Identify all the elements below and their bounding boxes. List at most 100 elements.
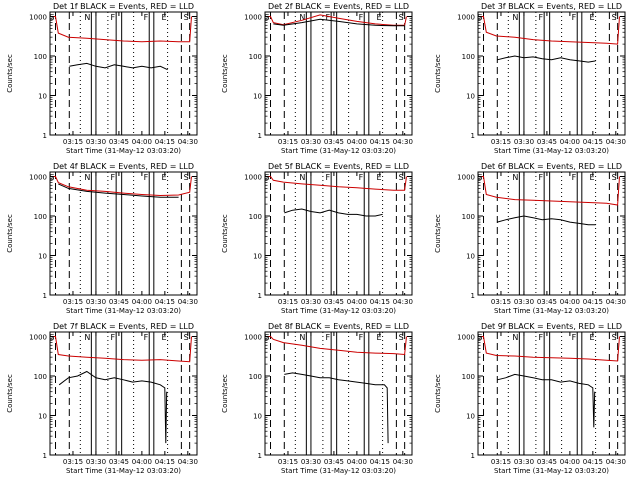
x-tick-label: 04:00 bbox=[560, 138, 580, 146]
y-tick-label: 1000 bbox=[457, 174, 475, 182]
marker-label: F bbox=[359, 173, 364, 182]
x-tick-label: 03:15 bbox=[491, 458, 511, 466]
marker-lines bbox=[270, 172, 406, 295]
y-tick-label: 1 bbox=[258, 132, 262, 140]
marker-label: F bbox=[111, 13, 116, 22]
y-tick-label: 1 bbox=[43, 132, 47, 140]
marker-label: N bbox=[299, 333, 305, 342]
y-tick-label: 1 bbox=[471, 292, 475, 300]
marker-label: F bbox=[144, 173, 149, 182]
y-axis-label: Counts/sec bbox=[6, 214, 14, 253]
series-line-events bbox=[58, 370, 168, 444]
marker-label: N bbox=[84, 173, 90, 182]
x-tick-label: 03:30 bbox=[301, 138, 321, 146]
series-line-lld bbox=[268, 14, 407, 26]
y-tick-label: 1 bbox=[43, 292, 47, 300]
marker-label: F bbox=[326, 13, 331, 22]
series-group bbox=[268, 176, 407, 217]
x-tick-label: 04:00 bbox=[132, 138, 152, 146]
x-tick-label: 04:30 bbox=[606, 138, 626, 146]
x-tick-label: 04:30 bbox=[393, 138, 413, 146]
x-tick-label: 04:30 bbox=[606, 298, 626, 306]
panel-2: Det 2f BLACK = Events, RED = LLD Counts/s… bbox=[221, 2, 413, 155]
y-axis-label: Counts/sec bbox=[6, 374, 14, 413]
marker-label: N bbox=[84, 333, 90, 342]
y-tick-label: 100 bbox=[249, 53, 262, 61]
marker-lines bbox=[483, 332, 619, 455]
series-group bbox=[481, 176, 620, 226]
x-tick-label: 03:45 bbox=[324, 458, 344, 466]
marker-label: S bbox=[184, 173, 189, 182]
panel-title: Det 1f BLACK = Events, RED = LLD bbox=[53, 2, 194, 11]
x-tick-label: 04:15 bbox=[155, 138, 175, 146]
y-axis-label: Counts/sec bbox=[434, 374, 442, 413]
marker-label: S bbox=[477, 173, 482, 182]
panel-title: Det 2f BLACK = Events, RED = LLD bbox=[268, 2, 409, 11]
marker-label: F bbox=[326, 173, 331, 182]
y-axis-label: Counts/sec bbox=[221, 54, 229, 93]
series-line-lld bbox=[481, 176, 620, 206]
x-tick-label: 03:15 bbox=[491, 298, 511, 306]
marker-label: S bbox=[399, 173, 404, 182]
x-tick-label: 04:30 bbox=[606, 458, 626, 466]
y-tick-label: 1000 bbox=[29, 334, 47, 342]
panel-title: Det 5f BLACK = Events, RED = LLD bbox=[268, 162, 409, 171]
series-group bbox=[481, 336, 620, 428]
x-axis-label: Start Time (31-May-12 03:03:20) bbox=[494, 467, 609, 475]
series-line-lld bbox=[268, 336, 407, 356]
marker-label: N bbox=[512, 333, 518, 342]
x-tick-label: 04:00 bbox=[560, 458, 580, 466]
y-tick-label: 10 bbox=[253, 93, 262, 101]
marker-label: F bbox=[539, 13, 544, 22]
x-tick-label: 04:00 bbox=[560, 298, 580, 306]
plot-frame bbox=[49, 171, 198, 296]
marker-lines bbox=[483, 12, 619, 135]
marker-label: N bbox=[84, 13, 90, 22]
marker-label: F bbox=[572, 13, 577, 22]
plot-frame bbox=[264, 11, 413, 136]
y-tick-label: 1000 bbox=[457, 334, 475, 342]
y-tick-label: 10 bbox=[466, 93, 475, 101]
x-tick-label: 03:15 bbox=[491, 138, 511, 146]
marker-label: S bbox=[264, 333, 269, 342]
y-tick-label: 1 bbox=[471, 132, 475, 140]
x-axis-label: Start Time (31-May-12 03:03:20) bbox=[66, 467, 181, 475]
x-axis-label: Start Time (31-May-12 03:03:20) bbox=[494, 147, 609, 155]
panel-title: Det 4f BLACK = Events, RED = LLD bbox=[53, 162, 194, 171]
x-tick-label: 03:45 bbox=[109, 138, 129, 146]
series-line-events bbox=[69, 62, 168, 71]
y-axis-label: Counts/sec bbox=[434, 214, 442, 253]
x-tick-label: 03:30 bbox=[514, 138, 534, 146]
x-tick-label: 04:30 bbox=[393, 298, 413, 306]
panel-8: Det 8f BLACK = Events, RED = LLD Counts/s… bbox=[221, 322, 413, 475]
x-tick-label: 03:30 bbox=[86, 458, 106, 466]
panel-title: Det 6f BLACK = Events, RED = LLD bbox=[481, 162, 622, 171]
marker-lines bbox=[55, 12, 191, 135]
x-tick-label: 03:30 bbox=[86, 138, 106, 146]
marker-label: F bbox=[572, 173, 577, 182]
marker-label: E bbox=[162, 13, 167, 22]
panel-title: Det 3f BLACK = Events, RED = LLD bbox=[481, 2, 622, 11]
series-line-events bbox=[497, 55, 596, 63]
y-tick-label: 1000 bbox=[244, 174, 262, 182]
marker-label: E bbox=[377, 13, 382, 22]
x-tick-label: 03:45 bbox=[537, 298, 557, 306]
marker-label: S bbox=[184, 333, 189, 342]
marker-label: S bbox=[477, 333, 482, 342]
x-tick-label: 03:45 bbox=[537, 458, 557, 466]
y-tick-label: 100 bbox=[462, 373, 475, 381]
marker-label: N bbox=[512, 13, 518, 22]
marker-label: S bbox=[612, 173, 617, 182]
marker-label: F bbox=[359, 333, 364, 342]
y-tick-label: 100 bbox=[34, 213, 47, 221]
series-group bbox=[481, 16, 620, 63]
panel-title: Det 9f BLACK = Events, RED = LLD bbox=[481, 322, 622, 331]
x-tick-label: 03:30 bbox=[514, 458, 534, 466]
series-group bbox=[268, 14, 407, 27]
y-tick-label: 100 bbox=[462, 213, 475, 221]
marker-label: S bbox=[49, 333, 54, 342]
panel-9: Det 9f BLACK = Events, RED = LLD Counts/s… bbox=[434, 322, 626, 475]
panel-7: Det 7f BLACK = Events, RED = LLD Counts/s… bbox=[6, 322, 198, 475]
series-group bbox=[53, 336, 192, 444]
